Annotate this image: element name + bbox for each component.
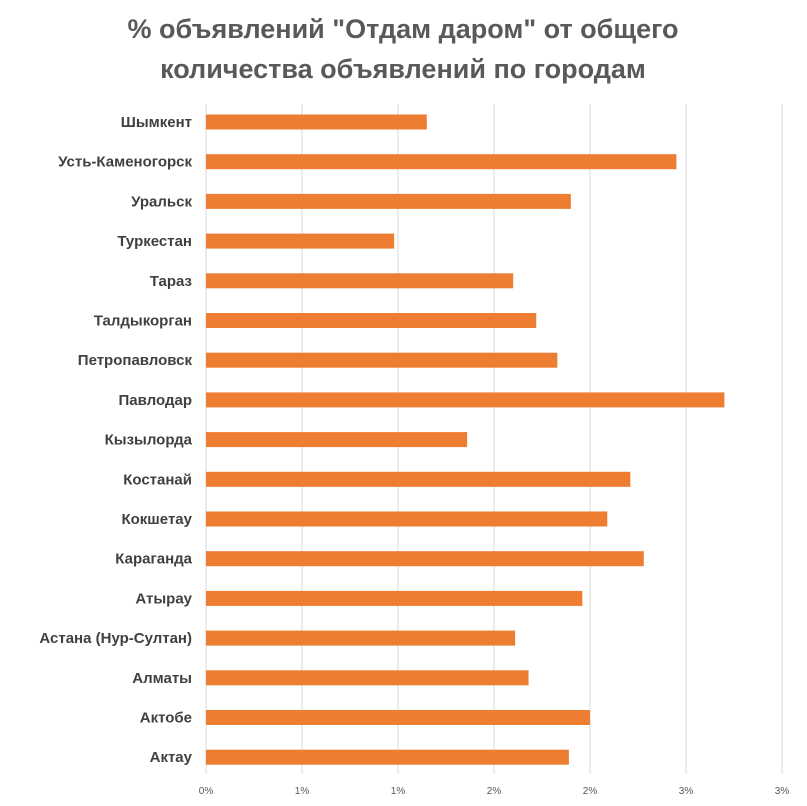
category-label: Караганда [115, 551, 192, 568]
bar [206, 432, 468, 448]
x-axis-tick-labels: 0% 1% 1% 2% 2% 3% 3% [199, 786, 790, 797]
x-tick-label: 2% [583, 786, 598, 797]
bar [206, 471, 631, 487]
bar [206, 114, 427, 130]
category-label: Талдыкорган [94, 313, 192, 330]
category-label: Актау [150, 749, 193, 766]
x-tick-label: 3% [679, 786, 694, 797]
category-label: Астана (Нур-Султан) [39, 630, 192, 647]
category-label: Павлодар [119, 392, 192, 409]
x-tick-label: 1% [295, 786, 310, 797]
bar [206, 670, 529, 686]
bar [206, 590, 583, 606]
x-tick-label: 3% [775, 786, 790, 797]
bar [206, 710, 590, 725]
bar [206, 352, 558, 368]
category-label: Атырау [135, 590, 192, 607]
x-tick-label: 1% [391, 786, 406, 797]
category-label: Актобе [140, 710, 192, 727]
bar [206, 273, 514, 289]
bar [206, 749, 569, 765]
category-label: Туркестан [117, 233, 192, 250]
chart-title-line-1: % объявлений "Отдам даром" от общего [127, 14, 678, 44]
category-label: Кызылорда [105, 432, 193, 449]
bar [206, 511, 608, 527]
bar [206, 551, 644, 567]
category-label: Петропавловск [78, 352, 193, 369]
chart-title: % объявлений "Отдам даром" от общего кол… [127, 14, 678, 84]
chart-title-line-2: количества объявлений по городам [160, 54, 646, 84]
bars [206, 114, 725, 765]
x-tick-label: 2% [487, 786, 502, 797]
bar [206, 154, 677, 170]
bar [206, 313, 537, 328]
bar [206, 630, 516, 646]
bar [206, 392, 725, 408]
category-label: Тараз [150, 273, 192, 290]
bar [206, 233, 395, 249]
category-label: Кокшетау [121, 511, 192, 528]
category-labels: Шымкент Усть-Каменогорск Уральск Туркестан Т… [39, 114, 192, 766]
category-label: Костанай [123, 471, 192, 488]
category-label: Шымкент [121, 114, 192, 131]
bar [206, 193, 571, 209]
category-label: Уральск [131, 193, 192, 210]
category-label: Алматы [132, 670, 192, 687]
category-label: Усть-Каменогорск [58, 154, 192, 171]
x-tick-label: 0% [199, 786, 214, 797]
